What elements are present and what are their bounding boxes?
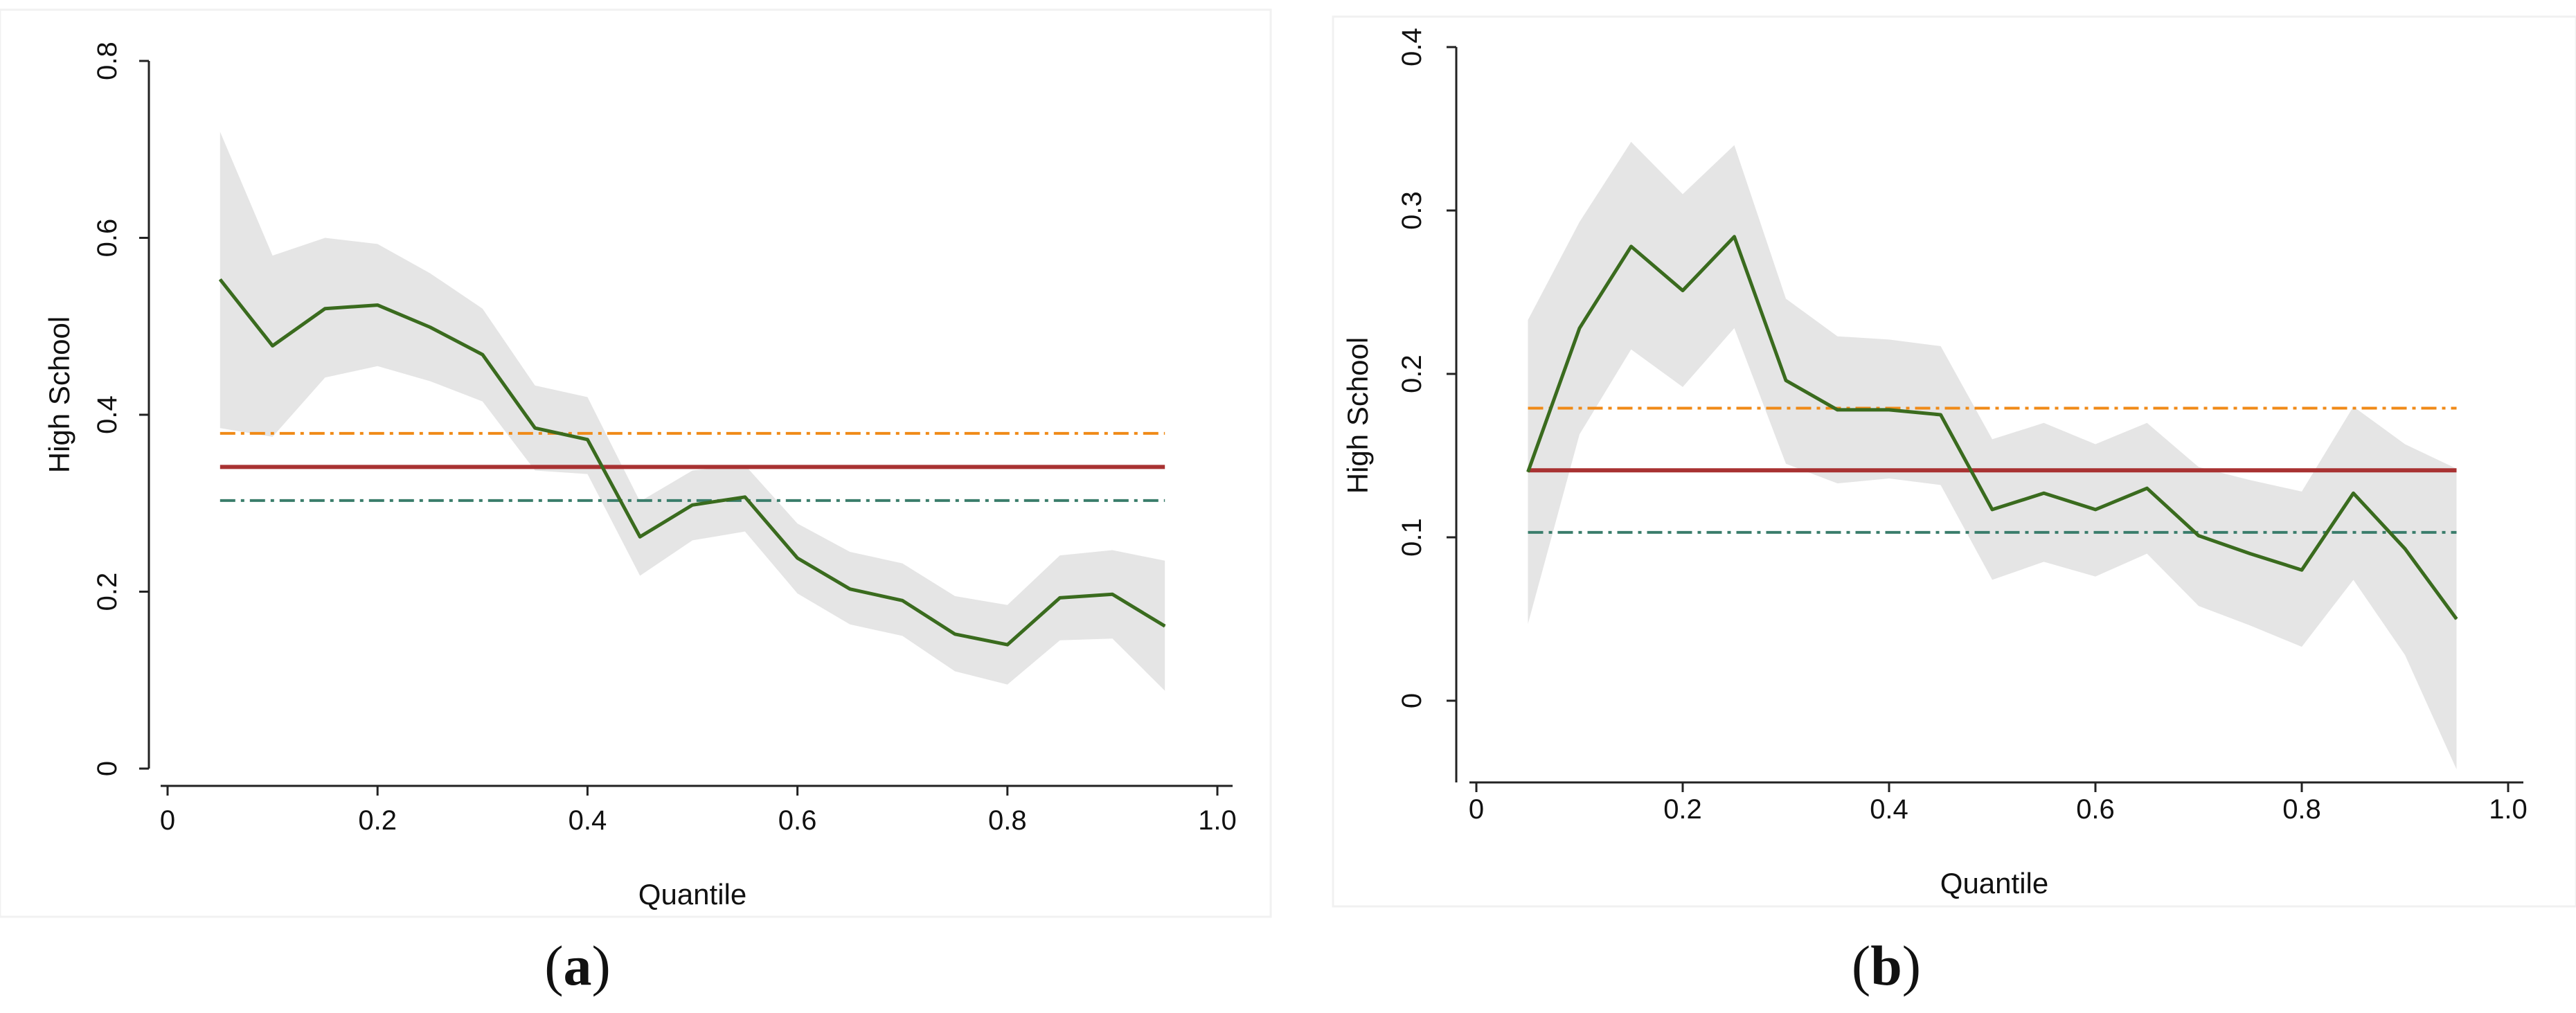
panel-b-x-tick-label: 0.8 (2282, 794, 2321, 825)
panel-b-y-tick-label: 0.3 (1397, 191, 1427, 230)
panel-a-data-point (744, 496, 746, 498)
panel-b-data-point (1734, 236, 1735, 237)
panel-b-data-point (2353, 492, 2354, 494)
panel-a-data-point (902, 600, 903, 601)
panel-a-x-tick-label: 1.0 (1198, 805, 1237, 836)
panel-b-data-point (2095, 509, 2096, 510)
panel-a: High School Quantile (a) 0 0.2 0.4 0.6 0.8 1.… (0, 8, 1272, 997)
panel-b-data-point (2456, 618, 2457, 620)
panel-b-data-point (1785, 379, 1787, 381)
panel-b-data-point (1888, 409, 1890, 411)
panel-a-y-tick-label: 0.6 (92, 219, 123, 258)
panel-a-x-axis-title: Quantile (638, 878, 746, 911)
panel-b-label: (b) (1852, 934, 1921, 997)
panel-a-y-axis-title: High School (43, 316, 75, 473)
panel-b-y-tick-label: 0.1 (1397, 518, 1427, 557)
panel-a-y-tick-label: 0.2 (92, 573, 123, 611)
panel-b-data-point (1992, 509, 1993, 510)
panel-b: High School Quantile (b) 0 0.2 0.4 0.6 0.8 1.… (1332, 15, 2576, 997)
panel-a-data-point (587, 439, 588, 440)
panel-b-data-point (2043, 492, 2044, 494)
panel-a-label: (a) (544, 934, 611, 997)
panel-b-y-axis-title: High School (1341, 337, 1374, 494)
panel-b-x-tick-label: 0.4 (1870, 794, 1908, 825)
panel-a-y-tick-label: 0.4 (92, 395, 123, 434)
panel-a-y-tick-label: 0.8 (92, 42, 123, 80)
panel-b-x-tick-label: 0.6 (2076, 794, 2115, 825)
panel-b-x-tick-label: 1.0 (2489, 794, 2528, 825)
panel-a-border (0, 8, 1272, 918)
panel-b-confidence-band (1528, 141, 2457, 770)
panel-a-y-tick-label: 0 (92, 761, 123, 776)
panel-b-data-point (2404, 548, 2406, 550)
panel-a-x-tick-label: 0.8 (988, 805, 1027, 836)
panel-b-y-tick-label: 0.4 (1397, 28, 1427, 66)
panel-a-x-tick-label: 0 (160, 805, 175, 836)
panel-b-data-point (2250, 553, 2251, 555)
panel-a-x-tick-label: 0.6 (778, 805, 817, 836)
panel-b-data-point (1837, 409, 1838, 411)
panel-b-x-tick-label: 0.2 (1663, 794, 1702, 825)
panel-b-x-tick-label: 0 (1469, 794, 1484, 825)
panel-b-border (1332, 15, 2576, 908)
panel-a-confidence-band (220, 132, 1165, 691)
panel-a-data-point (1111, 593, 1113, 595)
panel-b-x-axis-title: Quantile (1940, 867, 2048, 899)
panel-a-data-point (429, 327, 431, 328)
panel-a-x-tick-label: 0.2 (358, 805, 397, 836)
panel-b-y-tick-label: 0.2 (1397, 355, 1427, 393)
panel-a-x-tick-label: 0.4 (569, 805, 607, 836)
panel-b-y-tick-label: 0 (1397, 693, 1427, 708)
panel-a-data-point (797, 557, 798, 559)
